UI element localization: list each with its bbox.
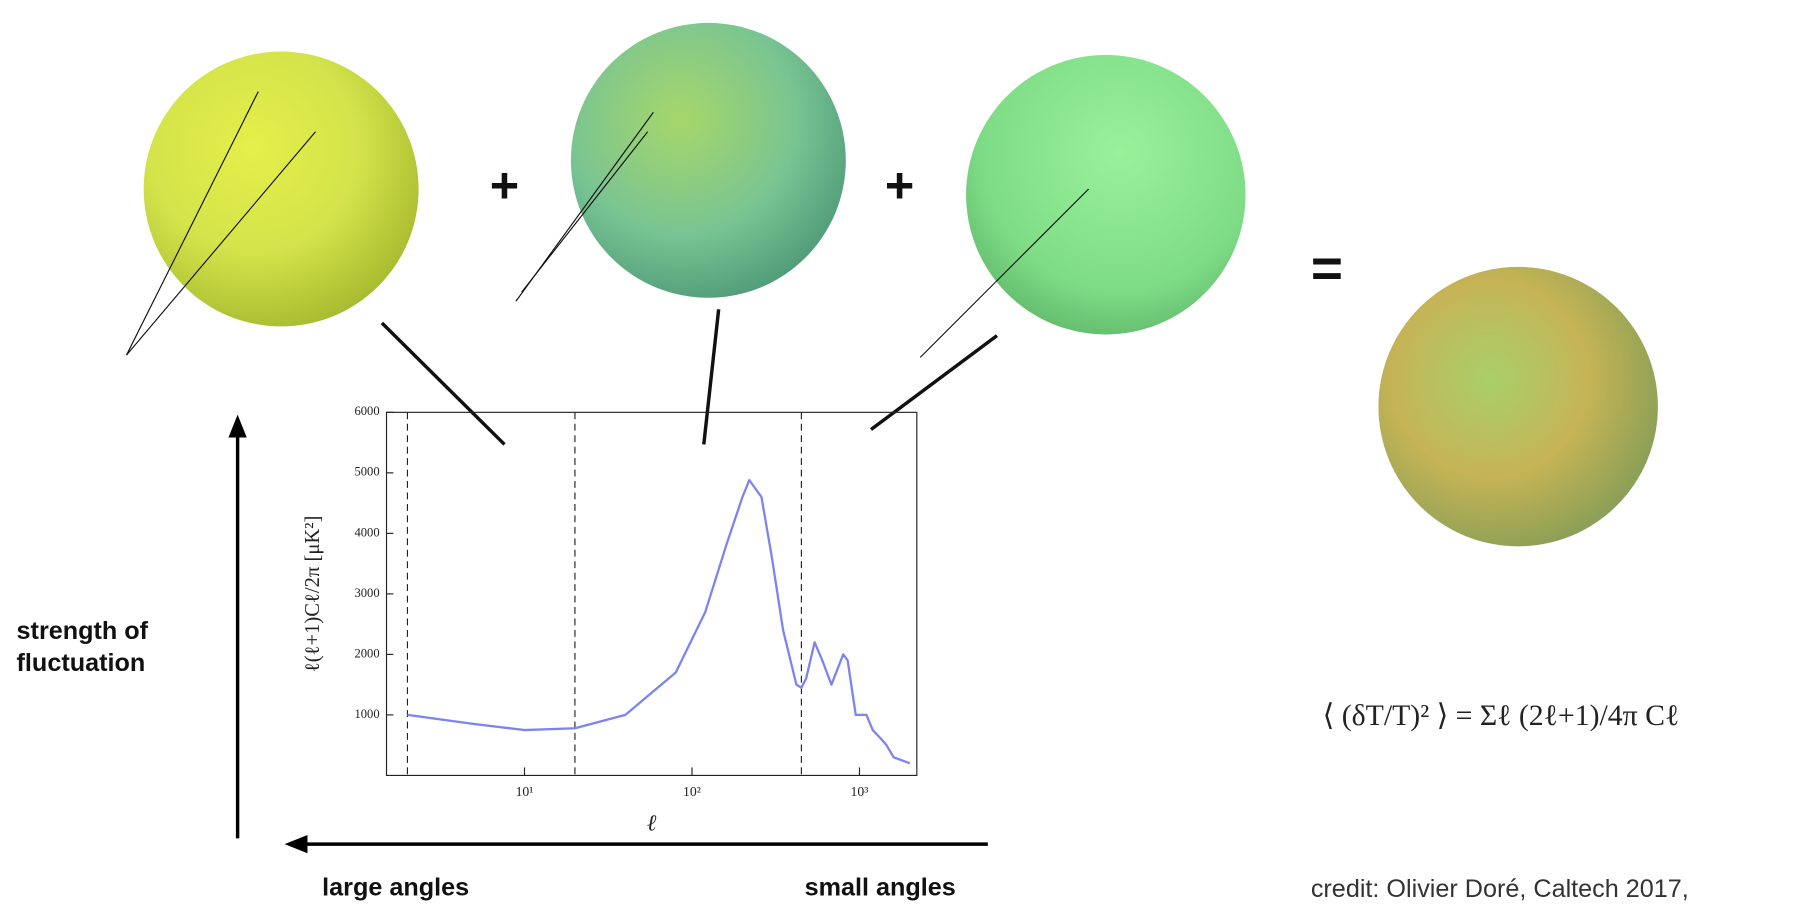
x-axis-label: ℓ <box>647 810 657 835</box>
x-tick-label: 10¹ <box>516 784 534 799</box>
vertical-axis-label: strength of <box>17 617 149 645</box>
plot-frame <box>387 412 917 775</box>
x-tick-label: 10² <box>683 784 701 799</box>
diagram: + + = strength of fluctuation large angl… <box>0 0 1797 906</box>
vertical-axis-label: fluctuation <box>17 649 146 677</box>
connectors <box>382 309 997 444</box>
formula: ⟨ (δT/T)² ⟩ = Σℓ (2ℓ+1)/4π Cℓ <box>1323 699 1680 732</box>
y-tick-label: 5000 <box>354 465 379 479</box>
page: + + = strength of fluctuation large angl… <box>0 0 1797 906</box>
credit: credit: Olivier Doré, Caltech 2017, <box>1311 875 1689 903</box>
spectrum-line <box>407 480 909 763</box>
y-axis-label: ℓ(ℓ+1)Cℓ/2π [μK²] <box>302 516 324 672</box>
plus: + <box>885 156 914 213</box>
sphere-small-scale <box>966 55 1245 334</box>
y-tick-label: 3000 <box>354 586 379 600</box>
plus: + <box>490 156 519 213</box>
power-spectrum-chart: 1000 2000 3000 4000 5000 6000 10¹ 10² 10³ ℓ ℓ(ℓ+1)… <box>302 404 917 835</box>
y-tick-label: 1000 <box>354 707 379 721</box>
arrows <box>228 415 987 854</box>
y-tick-label: 2000 <box>354 646 379 660</box>
small-angles-label: small angles <box>805 874 956 902</box>
sphere-medium-scale <box>571 23 846 298</box>
large-angles-label: large angles <box>322 874 469 902</box>
y-tick-label: 6000 <box>354 404 379 418</box>
equals: = <box>1311 237 1343 299</box>
x-tick-label: 10³ <box>851 784 869 799</box>
y-tick-label: 4000 <box>354 525 379 539</box>
sphere-sum <box>1378 267 1657 546</box>
